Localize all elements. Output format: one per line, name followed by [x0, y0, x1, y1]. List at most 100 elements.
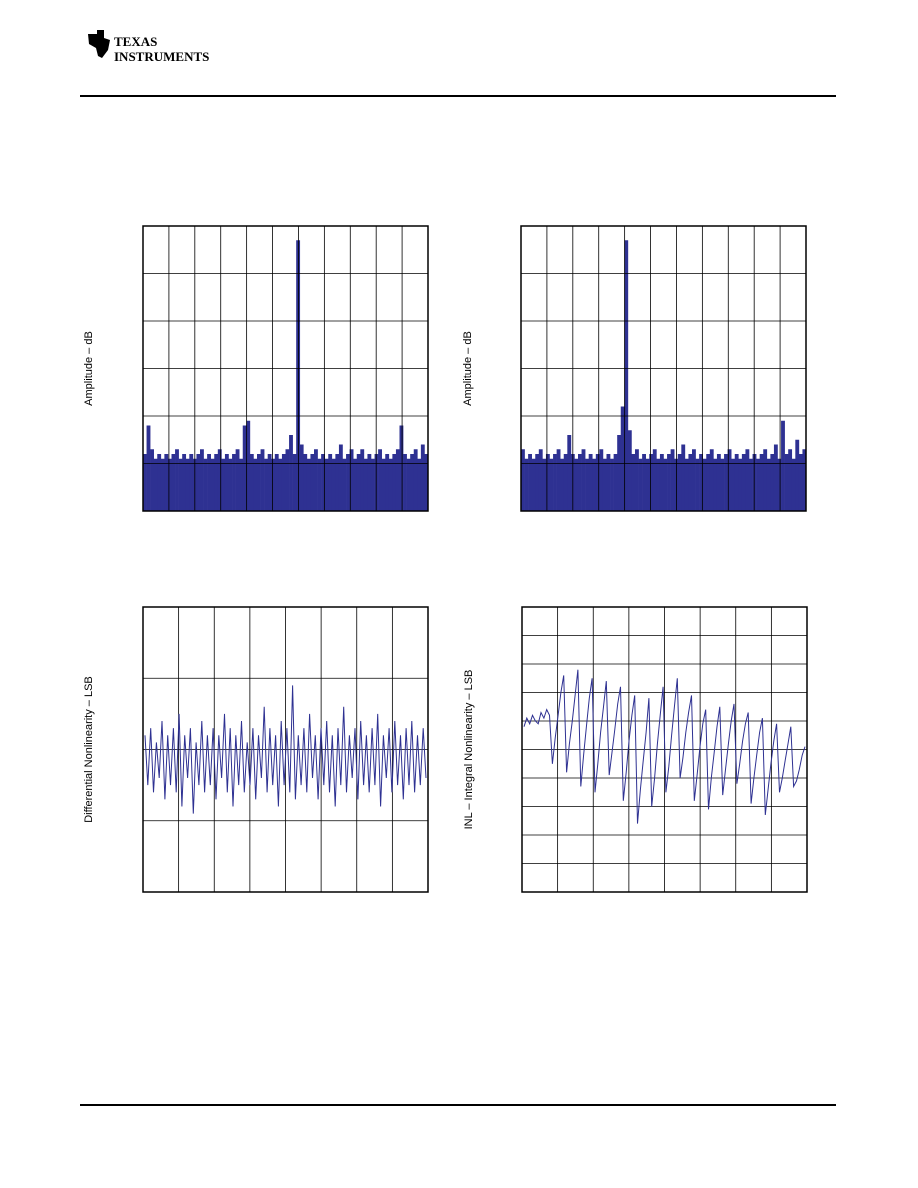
spectrum-bar [542, 458, 547, 511]
chart-panel: INL – Integral Nonlinearity – LSB [463, 606, 808, 893]
spectrum-bar [567, 435, 572, 511]
spectrum-bar [171, 454, 176, 511]
spectrum-bar [253, 458, 258, 511]
spectrum-bar [278, 458, 283, 511]
spectrum-bar [720, 458, 725, 511]
trace [144, 685, 427, 814]
spectrum-bar [346, 454, 350, 511]
spectrum-bar [342, 458, 347, 511]
spectrum-bar [264, 458, 268, 511]
spectrum-bar [324, 458, 329, 511]
spectrum-bar [249, 454, 254, 511]
spectrum-bar [638, 458, 643, 511]
spectrum-bar [659, 454, 664, 511]
spectrum-bar [146, 425, 151, 511]
spectrum-bar [727, 449, 732, 511]
spectrum-bar [385, 454, 390, 511]
spectrum-bar [602, 458, 607, 511]
spectrum-bar [713, 458, 718, 511]
spectrum-bar [292, 454, 297, 511]
spectrum-bar [157, 454, 162, 511]
spectrum-bar [563, 454, 568, 511]
spectrum-bar [371, 458, 375, 511]
spectrum-bar [182, 454, 187, 511]
spectrum-bar [766, 458, 771, 511]
spectrum-bar [410, 454, 415, 511]
spectrum-bar [314, 449, 318, 511]
spectrum-bar [424, 454, 429, 511]
spectrum-bar [367, 454, 372, 511]
spectrum-bar [649, 454, 654, 511]
spectrum-bar [353, 458, 358, 511]
spectrum-bar [684, 458, 689, 511]
spectrum-bar [246, 420, 251, 511]
spectrum-bar [798, 454, 803, 511]
spectrum-bar [595, 454, 600, 511]
spectrum-bar [217, 449, 222, 511]
spectrum-bar [242, 425, 247, 511]
spectrum-bar [207, 454, 211, 511]
spectrum-bar [556, 449, 561, 511]
spectrum-bar [417, 458, 422, 511]
spectrum-bar [578, 454, 582, 511]
spectrum-bar [406, 458, 411, 511]
spectrum-bar [734, 454, 739, 511]
spectrum-bar [581, 449, 586, 511]
spectrum-bar [203, 458, 208, 511]
plot-frame [142, 606, 429, 893]
spectrum-bar [528, 454, 532, 511]
spectrum-bar [545, 454, 550, 511]
spectrum-bar [695, 458, 700, 511]
spectrum-bar [178, 458, 183, 511]
chart-panel: Amplitude – dB [462, 225, 807, 512]
trace [523, 669, 806, 824]
spectrum-bar [745, 449, 750, 511]
spectrum-bar [267, 454, 272, 511]
spectrum-bar [610, 458, 614, 511]
spectrum-bar [167, 458, 172, 511]
spectrum-bar [738, 458, 743, 511]
spectrum-bar [356, 454, 361, 511]
spectrum-bar [631, 454, 636, 511]
logo-mark [88, 30, 110, 58]
y-axis-label: Amplitude – dB [83, 331, 95, 406]
spectrum-bar [335, 454, 340, 511]
spectrum-bar [306, 458, 311, 511]
spectrum-bar [221, 458, 226, 511]
spectrum-bar [224, 454, 229, 511]
spectrum-bar [160, 458, 165, 511]
spectrum-bar [635, 449, 639, 511]
spectrum-bar [688, 454, 693, 511]
spectrum-bar [403, 454, 407, 511]
spectrum-bar [656, 458, 661, 511]
spectrum-bar [677, 454, 682, 511]
spectrum-bar [395, 449, 400, 511]
spectrum-bar [538, 449, 543, 511]
spectrum-bar [285, 449, 290, 511]
spectrum-bar [321, 454, 325, 511]
spectrum-bar [624, 240, 629, 511]
spectrum-bar [699, 454, 703, 511]
spectrum-bar [652, 449, 657, 511]
spectrum-bar [709, 449, 714, 511]
spectrum-bar [791, 458, 796, 511]
spectrum-bar [392, 454, 397, 511]
spectrum-bar [531, 458, 536, 511]
spectrum-bar [724, 454, 728, 511]
spectrum-bar [349, 449, 354, 511]
spectrum-bar [617, 435, 622, 511]
spectrum-bar [560, 458, 565, 511]
spectrum-bar [731, 458, 736, 511]
spectrum-bar [196, 454, 201, 511]
spectrum-bar [620, 406, 625, 511]
chart-panel: Differential Nonlinearity – LSB [83, 606, 429, 893]
y-axis-label: Differential Nonlinearity – LSB [83, 676, 95, 823]
spectrum-bar [716, 454, 721, 511]
spectrum-bar [289, 435, 293, 511]
spectrum-bar [200, 449, 204, 511]
spectrum-bar [784, 454, 789, 511]
spectrum-bar [535, 454, 540, 511]
spectrum-bar [706, 454, 711, 511]
